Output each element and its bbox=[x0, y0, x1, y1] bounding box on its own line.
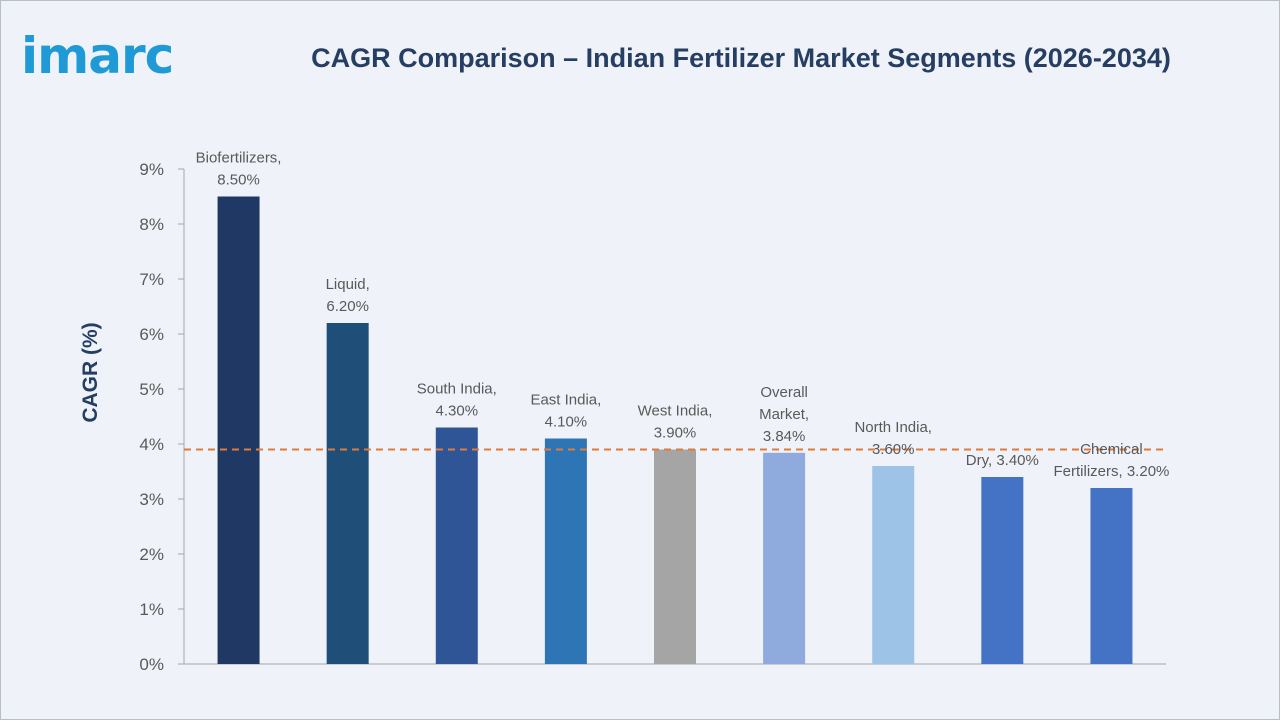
data-label: East India, 4.10% bbox=[530, 392, 601, 431]
bar bbox=[981, 477, 1024, 664]
bar bbox=[217, 196, 260, 664]
y-tick-label: 8% bbox=[139, 215, 164, 234]
y-tick-label: 0% bbox=[139, 655, 164, 674]
data-label-line: 6.20% bbox=[326, 298, 369, 315]
y-axis-title: CAGR (%) bbox=[79, 322, 102, 422]
data-label-line: Overall bbox=[760, 384, 808, 401]
data-label-line: 8.50% bbox=[217, 172, 260, 189]
data-label: Chemical Fertilizers, 3.20% bbox=[1054, 441, 1170, 480]
data-label-line: 4.30% bbox=[436, 403, 479, 420]
data-label-line: Chemical bbox=[1080, 441, 1143, 458]
data-label-line: 3.84% bbox=[763, 428, 806, 445]
chart-title: CAGR Comparison – Indian Fertilizer Mark… bbox=[311, 43, 1171, 73]
bar bbox=[1090, 488, 1133, 664]
bar bbox=[326, 323, 369, 664]
y-tick-label: 6% bbox=[139, 325, 164, 344]
bar bbox=[654, 449, 696, 664]
y-tick-label: 3% bbox=[139, 490, 164, 509]
data-label-line: 3.90% bbox=[654, 425, 697, 442]
y-tick-label: 1% bbox=[139, 600, 164, 619]
data-label: North India, 3.60% bbox=[854, 419, 932, 458]
y-tick-label: 2% bbox=[139, 545, 164, 564]
logo-text: imarc bbox=[21, 27, 174, 85]
y-tick-label: 5% bbox=[139, 380, 164, 399]
data-label-line: North India, bbox=[854, 419, 932, 436]
data-label-line: Market, bbox=[759, 406, 809, 423]
data-label-line: Fertilizers, 3.20% bbox=[1054, 463, 1170, 480]
data-label: Biofertilizers, 8.50% bbox=[196, 150, 282, 189]
y-tick-label: 4% bbox=[139, 435, 164, 454]
y-tick-label: 7% bbox=[139, 270, 164, 289]
data-label-line: East India, bbox=[530, 392, 601, 409]
data-label-line: Liquid, bbox=[326, 276, 370, 293]
data-label: West India, 3.90% bbox=[638, 403, 713, 442]
data-label-line: 4.10% bbox=[545, 414, 588, 431]
bar bbox=[763, 452, 806, 664]
imarc-logo: imarc bbox=[21, 13, 211, 83]
data-label-line: Biofertilizers, bbox=[196, 150, 282, 167]
bar bbox=[544, 438, 587, 664]
data-label: Liquid, 6.20% bbox=[326, 276, 370, 315]
data-label: South India, 4.30% bbox=[417, 381, 497, 420]
bar bbox=[435, 427, 478, 664]
data-label-line: 3.60% bbox=[872, 441, 915, 458]
data-label-line: Dry, 3.40% bbox=[966, 452, 1039, 469]
data-label: Overall Market, 3.84% bbox=[759, 384, 809, 445]
y-tick-label: 9% bbox=[139, 160, 164, 179]
data-label: Dry, 3.40% bbox=[966, 452, 1039, 469]
data-label-line: South India, bbox=[417, 381, 497, 398]
data-label-line: West India, bbox=[638, 403, 713, 420]
bar bbox=[872, 466, 915, 664]
